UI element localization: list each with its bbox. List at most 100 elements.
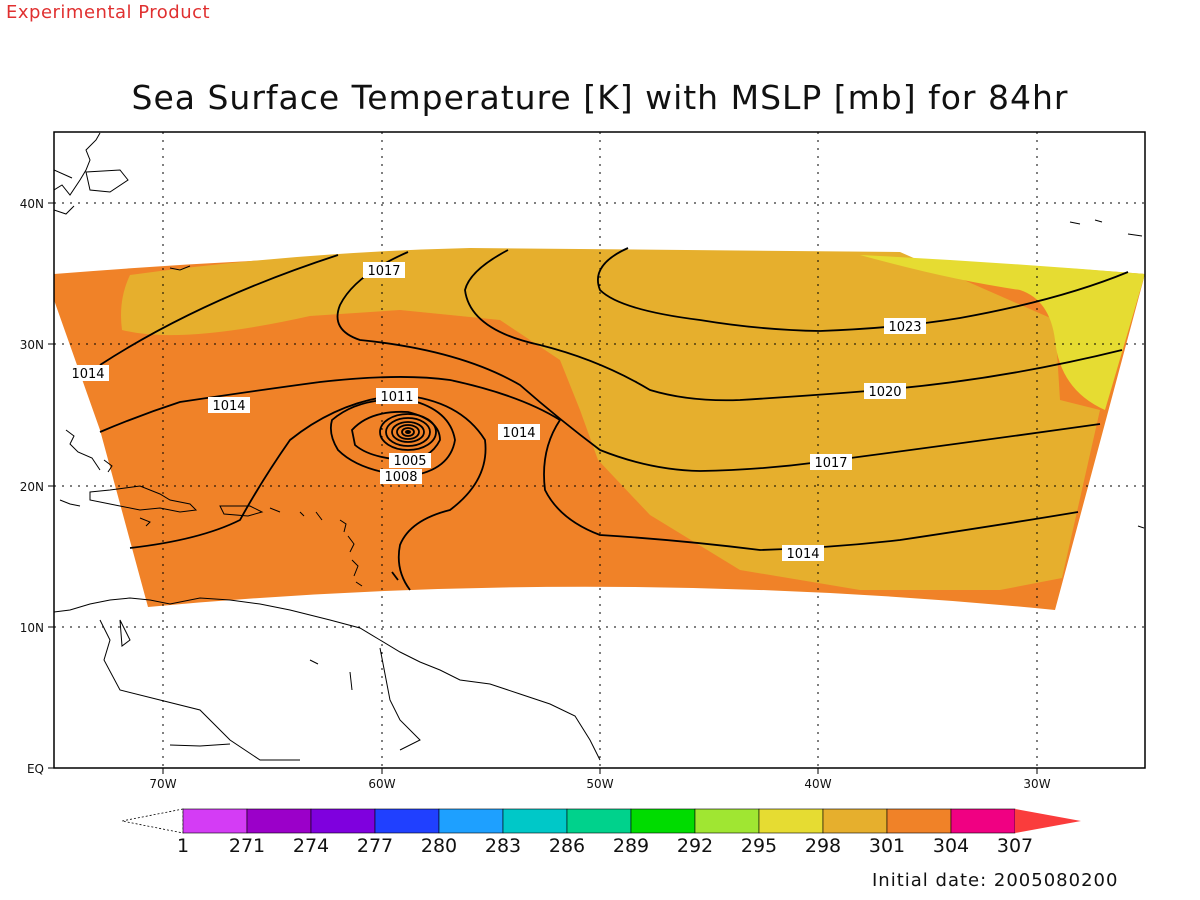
colorbar-box	[310, 808, 376, 834]
axis-labels: 40N 30N 20N 10N EQ 70W 60W 50W 40W 30W	[20, 197, 1051, 791]
isobar-label-bg	[389, 453, 431, 468]
lon-label-70w: 70W	[149, 777, 176, 791]
colorbar-box	[886, 808, 952, 834]
colorbar-box	[374, 808, 440, 834]
storm-ring-3	[391, 421, 425, 443]
colorbar-left-arrow	[121, 808, 184, 834]
colorbar-label: 295	[741, 835, 777, 857]
isobar-label-1005: 1005	[389, 453, 431, 469]
storm-ring-5	[401, 427, 415, 437]
isobar-label-text: 1023	[888, 320, 921, 335]
colorbar-label: 271	[229, 835, 265, 857]
isobar-label-1008: 1008	[380, 469, 422, 485]
isobar-label-bg	[363, 262, 405, 278]
isobar-label-bg	[498, 424, 540, 440]
colorbar-label: 274	[293, 835, 329, 857]
isobar-label-bg	[208, 397, 250, 413]
coastlines	[54, 132, 1145, 761]
isobar-label-1014-b: 1014	[208, 397, 250, 414]
colorbar-box	[950, 808, 1016, 834]
storm-ring-4	[396, 424, 420, 440]
isobar-label-bg	[864, 383, 906, 399]
colorbar-box	[502, 808, 568, 834]
isobar-1014-northwest	[99, 254, 339, 366]
colorbar-box	[694, 808, 760, 834]
isobar-label-text: 1005	[393, 454, 426, 469]
colorbar-box	[758, 808, 824, 834]
north-america-coast	[54, 132, 129, 215]
lon-label-30w: 30W	[1023, 777, 1050, 791]
color-bar: 1 271 274 277 280 283 286 289 292 295 298 301 304 307	[121, 808, 1081, 857]
colorbar-box	[246, 808, 312, 834]
isobar-label-bg	[376, 388, 418, 404]
isobar-label-1014-a: 1014	[67, 365, 109, 382]
colorbar-right-arrow	[1015, 809, 1081, 833]
isobar-label-text: 1011	[380, 390, 413, 405]
lat-label-30n: 30N	[20, 338, 44, 352]
colorbar-box	[566, 808, 632, 834]
colorbar-label: 286	[549, 835, 585, 857]
isobar-1011	[129, 394, 487, 591]
isobar-1017-north	[336, 251, 1101, 472]
isobar-label-text: 1014	[502, 426, 535, 441]
colorbar-label: 283	[485, 835, 521, 857]
isobar-label-1023: 1023	[884, 318, 926, 335]
isobar-label-text: 1008	[384, 470, 417, 485]
colorbar-box	[630, 808, 696, 834]
sst-region-301	[121, 248, 1100, 590]
caribbean-islands	[59, 429, 363, 587]
sst-field	[54, 248, 1145, 610]
isobar-1005	[351, 410, 441, 461]
sst-region-298	[860, 255, 1145, 410]
colorbar-boxes	[182, 808, 1016, 834]
colorbar-label: 277	[357, 835, 393, 857]
isobar-label-text: 1020	[868, 385, 901, 400]
colorbar-box	[822, 808, 888, 834]
isobar-label-1017-a: 1017	[363, 262, 405, 279]
isobar-label-1017-b: 1017	[810, 454, 852, 471]
map-title: Sea Surface Temperature [K] with MSLP [m…	[131, 78, 1069, 117]
storm-ring-1	[379, 413, 437, 451]
isobar-label-1014-d: 1014	[782, 545, 824, 562]
colorbar-box	[438, 808, 504, 834]
isobar-label-bg	[782, 545, 824, 561]
lat-label-10n: 10N	[20, 621, 44, 635]
axis-ticks	[48, 202, 1038, 774]
colorbar-label: 298	[805, 835, 841, 857]
experimental-product-label: Experimental Product	[6, 2, 211, 23]
colorbar-label: 1	[177, 835, 189, 857]
isobars	[99, 247, 1129, 591]
isobar-1020	[464, 249, 1123, 402]
isobar-label-text: 1014	[71, 367, 104, 382]
isobar-label-text: 1014	[786, 547, 819, 562]
initial-date: Initial date: 2005080200	[872, 870, 1119, 891]
lat-label-20n: 20N	[20, 480, 44, 494]
graticule	[54, 132, 1145, 768]
isobar-label-bg	[810, 454, 852, 470]
colorbar-label: 301	[869, 835, 905, 857]
atlantic-islets	[169, 219, 1145, 529]
colorbar-label: 304	[933, 835, 969, 857]
colorbar-label: 292	[677, 835, 713, 857]
isobar-label-text: 1017	[367, 264, 400, 279]
isobar-label-1011: 1011	[376, 388, 418, 405]
isobar-label-bg	[67, 365, 109, 381]
isobar-label-text: 1017	[814, 456, 847, 471]
storm-ring-2	[385, 417, 431, 447]
colorbar-label: 307	[997, 835, 1033, 857]
isobar-1014-main	[99, 376, 1079, 551]
isobar-labels: 1017 1023 1014 1011 1014 1014	[67, 262, 926, 562]
isobar-label-bg	[884, 318, 926, 334]
colorbar-box	[182, 808, 248, 834]
lon-label-40w: 40W	[804, 777, 831, 791]
isobar-label-text: 1014	[212, 399, 245, 414]
lon-label-60w: 60W	[368, 777, 395, 791]
lat-label-eq: EQ	[27, 762, 44, 776]
storm-center	[405, 430, 411, 434]
lon-label-50w: 50W	[586, 777, 613, 791]
lat-label-40n: 40N	[20, 197, 44, 211]
isobar-label-1020: 1020	[864, 383, 906, 400]
colorbar-label: 289	[613, 835, 649, 857]
